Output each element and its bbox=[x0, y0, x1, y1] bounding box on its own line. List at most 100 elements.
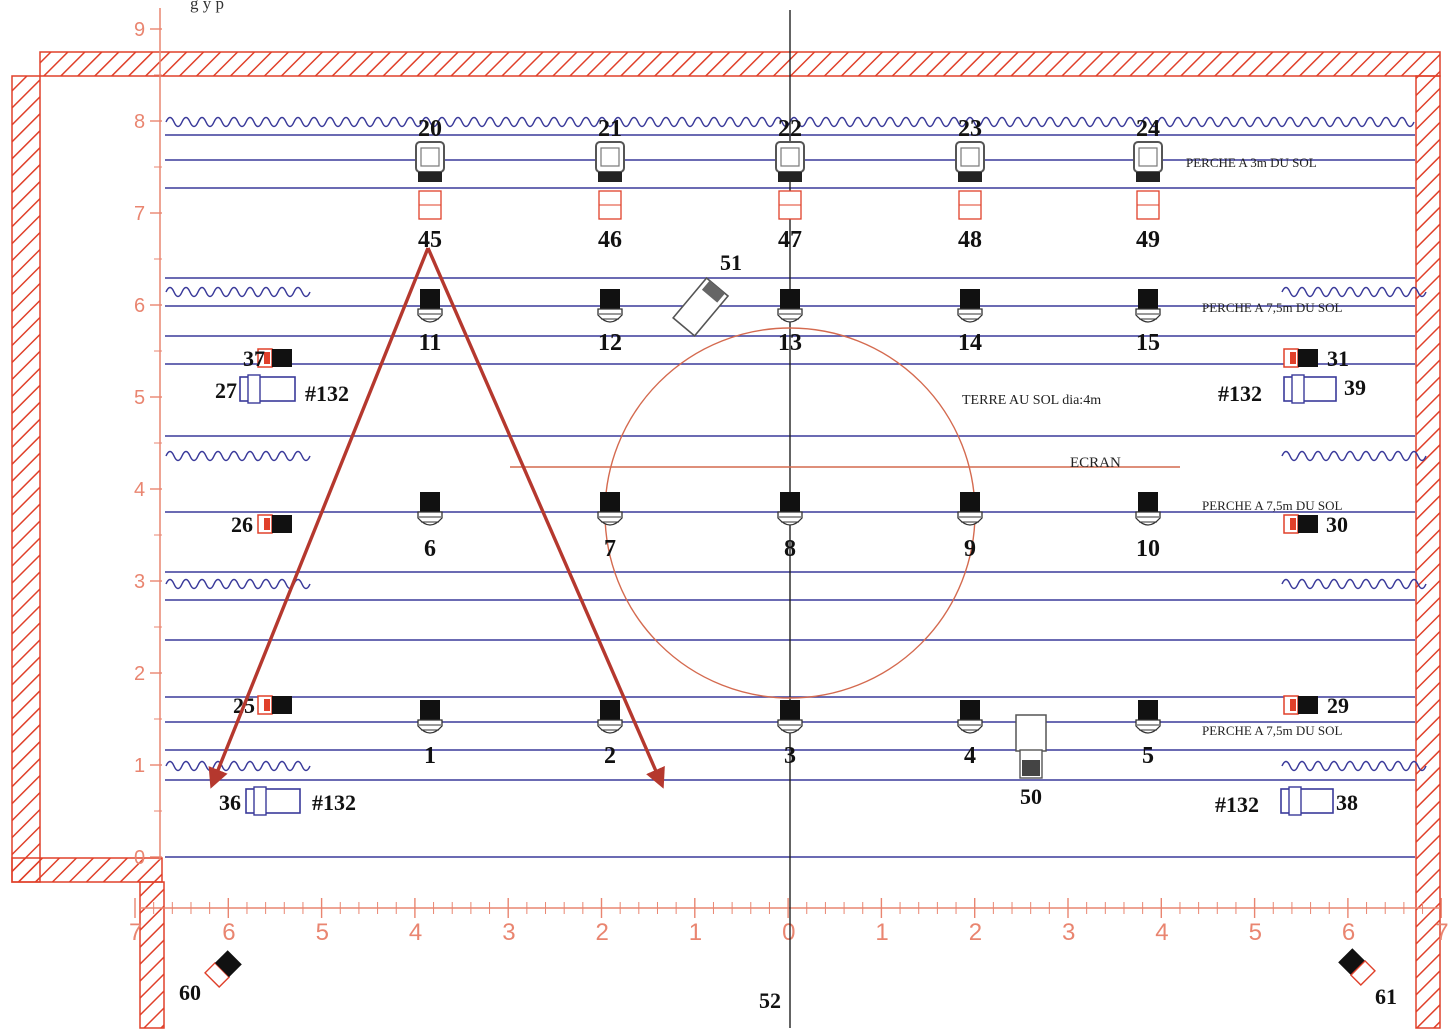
x-tick-label: 0 bbox=[782, 919, 795, 946]
pc-fixture bbox=[958, 190, 982, 220]
fixture-number: 13 bbox=[778, 330, 802, 356]
par-fixture bbox=[777, 492, 803, 526]
par-fixture bbox=[957, 492, 983, 526]
fixture-number: 60 bbox=[179, 980, 201, 1005]
note-terre: TERRE AU SOL dia:4m bbox=[962, 393, 1101, 408]
pc-fixture bbox=[1136, 190, 1160, 220]
arrow-left bbox=[208, 247, 430, 789]
fixture-number: 50 bbox=[1020, 784, 1042, 809]
par-fixture bbox=[1135, 700, 1161, 734]
floor-fixture bbox=[1280, 786, 1334, 816]
fixtures: 2045116121461272224713832348149424491510… bbox=[179, 116, 1397, 1013]
note-perche-mid: PERCHE A 7,5m DU SOL bbox=[1202, 498, 1343, 513]
par-fixture bbox=[1135, 492, 1161, 526]
fixture-number: 9 bbox=[964, 536, 976, 562]
par-fixture bbox=[777, 289, 803, 323]
fixture-number: 47 bbox=[778, 227, 802, 253]
follow-spot-fixture bbox=[1015, 714, 1047, 779]
x-tick-label: 2 bbox=[969, 919, 982, 946]
fixture-number: 29 bbox=[1327, 693, 1349, 718]
fixture-number: 46 bbox=[598, 227, 622, 253]
par-fixture bbox=[957, 289, 983, 323]
y-tick-label: 8 bbox=[134, 111, 145, 133]
y-tick-label: 4 bbox=[134, 479, 145, 501]
fixture-number: 48 bbox=[958, 227, 982, 253]
fixture-number: 26 bbox=[231, 512, 253, 537]
note-ecran: ECRAN bbox=[1070, 455, 1121, 471]
x-tick-label: 4 bbox=[409, 919, 422, 946]
fixture-number: 49 bbox=[1136, 227, 1160, 253]
fixture-number: 27 bbox=[215, 378, 237, 403]
x-tick-label: 6 bbox=[1342, 919, 1355, 946]
pc-fixture bbox=[778, 190, 802, 220]
y-tick-label: 0 bbox=[134, 847, 145, 869]
x-tick-label: 4 bbox=[1155, 919, 1168, 946]
y-tick-label: 7 bbox=[134, 203, 145, 225]
par-fixture bbox=[1135, 289, 1161, 323]
x-tick-label: 5 bbox=[1249, 919, 1262, 946]
y-tick-label: 5 bbox=[134, 387, 145, 409]
gel-label: #132 bbox=[305, 381, 349, 406]
y-tick-label: 6 bbox=[134, 295, 145, 317]
fixture-number: 22 bbox=[778, 116, 802, 142]
fixture-number: 12 bbox=[598, 330, 622, 356]
x-tick-label: 3 bbox=[1062, 919, 1075, 946]
fresnel-fixture bbox=[955, 141, 985, 182]
floor-fixture bbox=[245, 786, 301, 816]
x-tick-label: 6 bbox=[222, 919, 235, 946]
side-fixture bbox=[257, 348, 292, 368]
fresnel-fixture bbox=[415, 141, 445, 182]
fixture-number: 7 bbox=[604, 536, 616, 562]
x-tick-label: 1 bbox=[689, 919, 702, 946]
fixture-number: 23 bbox=[958, 116, 982, 142]
y-tick-label: 9 bbox=[134, 19, 145, 41]
fixture-number: 1 bbox=[424, 743, 436, 769]
x-tick-label: 7 bbox=[129, 919, 142, 946]
moving-head-fixture bbox=[672, 276, 730, 337]
side-fixture bbox=[1283, 348, 1318, 368]
x-tick-label: 5 bbox=[316, 919, 329, 946]
fixture-number: 2 bbox=[604, 743, 616, 769]
arrow-right bbox=[426, 247, 665, 789]
fresnel-fixture bbox=[1133, 141, 1163, 182]
par-fixture bbox=[957, 700, 983, 734]
floor-fixture bbox=[1283, 374, 1337, 404]
fixture-number: 11 bbox=[419, 330, 442, 356]
par-fixture bbox=[777, 700, 803, 734]
fixture-number: 38 bbox=[1336, 790, 1358, 815]
y-tick-label: 1 bbox=[134, 755, 145, 777]
pc-fixture bbox=[598, 190, 622, 220]
fixture-number: 52 bbox=[759, 988, 781, 1013]
x-tick-label: 3 bbox=[502, 919, 515, 946]
y-tick-label: 3 bbox=[134, 571, 145, 593]
par-fixture bbox=[417, 492, 443, 526]
fixture-number: 39 bbox=[1344, 375, 1366, 400]
fixture-number: 51 bbox=[720, 250, 742, 275]
fixture-number: 61 bbox=[1375, 984, 1397, 1009]
fixture-number: 37 bbox=[243, 346, 265, 371]
par-fixture bbox=[597, 492, 623, 526]
fixture-number: 36 bbox=[219, 790, 241, 815]
floor-fixture bbox=[239, 374, 296, 404]
fixture-number: 3 bbox=[784, 743, 796, 769]
fixture-number: 8 bbox=[784, 536, 796, 562]
gel-label: #132 bbox=[312, 790, 356, 815]
par-fixture bbox=[597, 289, 623, 323]
side-fixture bbox=[1283, 695, 1318, 715]
y-tick-label: 2 bbox=[134, 663, 145, 685]
note-perche-low: PERCHE A 7,5m DU SOL bbox=[1202, 723, 1343, 738]
floor-light-fixture bbox=[1338, 948, 1376, 986]
fixture-number: 24 bbox=[1136, 116, 1160, 142]
floor-light-fixture bbox=[204, 950, 242, 988]
fixture-number: 30 bbox=[1326, 512, 1348, 537]
note-perche-3m: PERCHE A 3m DU SOL bbox=[1186, 155, 1317, 170]
fixture-number: 6 bbox=[424, 536, 436, 562]
side-fixture bbox=[257, 514, 292, 534]
side-fixture bbox=[1283, 514, 1318, 534]
note-perche-top: PERCHE A 7,5m DU SOL bbox=[1202, 300, 1343, 315]
gel-label: #132 bbox=[1218, 381, 1262, 406]
par-fixture bbox=[417, 700, 443, 734]
arrows bbox=[208, 247, 665, 789]
